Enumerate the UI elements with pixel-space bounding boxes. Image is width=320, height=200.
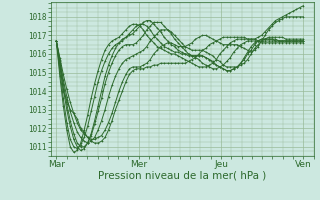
X-axis label: Pression niveau de la mer( hPa ): Pression niveau de la mer( hPa )	[98, 171, 267, 181]
